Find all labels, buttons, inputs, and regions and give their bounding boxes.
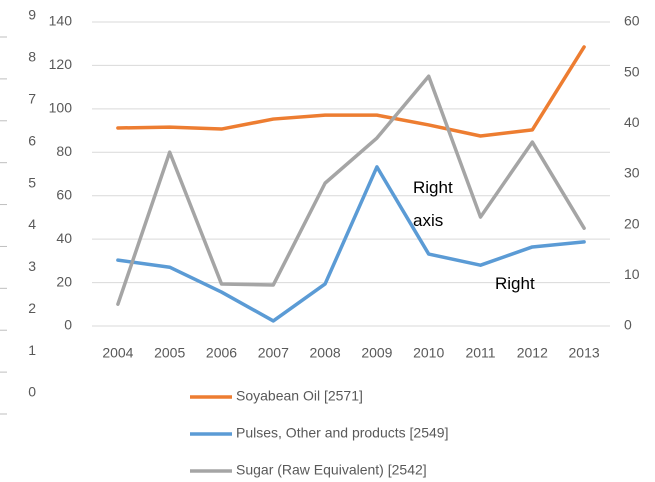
y2-tick-label: 30 [624, 165, 640, 181]
x-tick-label: 2005 [154, 345, 185, 361]
annotation: Right axis [413, 178, 453, 230]
y-tick-label: 80 [56, 143, 72, 159]
x-tick-label: 2013 [569, 345, 600, 361]
x-tick-label: 2008 [310, 345, 341, 361]
y-tick-label: 40 [56, 230, 72, 246]
x-tick-label: 2006 [206, 345, 237, 361]
x-tick-label: 2011 [465, 345, 495, 361]
legend-label: Pulses, Other and products [2549] [236, 425, 448, 441]
y3-tick-label: 2 [28, 300, 36, 316]
y3-tick-label: 8 [28, 49, 36, 65]
legend-label: Sugar (Raw Equivalent) [2542] [236, 462, 427, 478]
y-tick-label: 140 [49, 13, 73, 29]
legend-label: Soyabean Oil [2571] [236, 388, 363, 404]
x-tick-label: 2007 [258, 345, 289, 361]
y3-tick-label: 3 [28, 258, 36, 274]
x-tick-label: 2012 [517, 345, 548, 361]
y3-tick-label: 7 [28, 90, 36, 106]
y3-tick-label: 6 [28, 132, 36, 148]
series-line [116, 165, 586, 323]
y3-tick-label: 1 [28, 342, 36, 358]
annotation: Right [495, 274, 535, 293]
y3-tick-label: 5 [28, 174, 36, 190]
y2-tick-label: 10 [624, 266, 640, 282]
y3-tick-label: 0 [28, 384, 36, 400]
y-tick-label: 100 [49, 100, 73, 116]
y-tick-label: 120 [49, 56, 73, 72]
x-tick-label: 2004 [102, 345, 133, 361]
x-tick-label: 2009 [361, 345, 392, 361]
y2-tick-label: 50 [624, 63, 640, 79]
y3-tick-label: 4 [28, 216, 36, 232]
y-tick-label: 60 [56, 186, 72, 202]
y2-tick-label: 40 [624, 114, 640, 130]
series-line [116, 74, 586, 306]
y-tick-label: 0 [64, 317, 72, 333]
y3-tick-label: 9 [28, 7, 36, 23]
y2-tick-label: 0 [624, 317, 632, 333]
series-line [116, 45, 586, 138]
y-tick-label: 20 [56, 273, 72, 289]
y2-tick-label: 60 [624, 13, 640, 29]
y2-tick-label: 20 [624, 215, 640, 231]
x-tick-label: 2010 [413, 345, 444, 361]
